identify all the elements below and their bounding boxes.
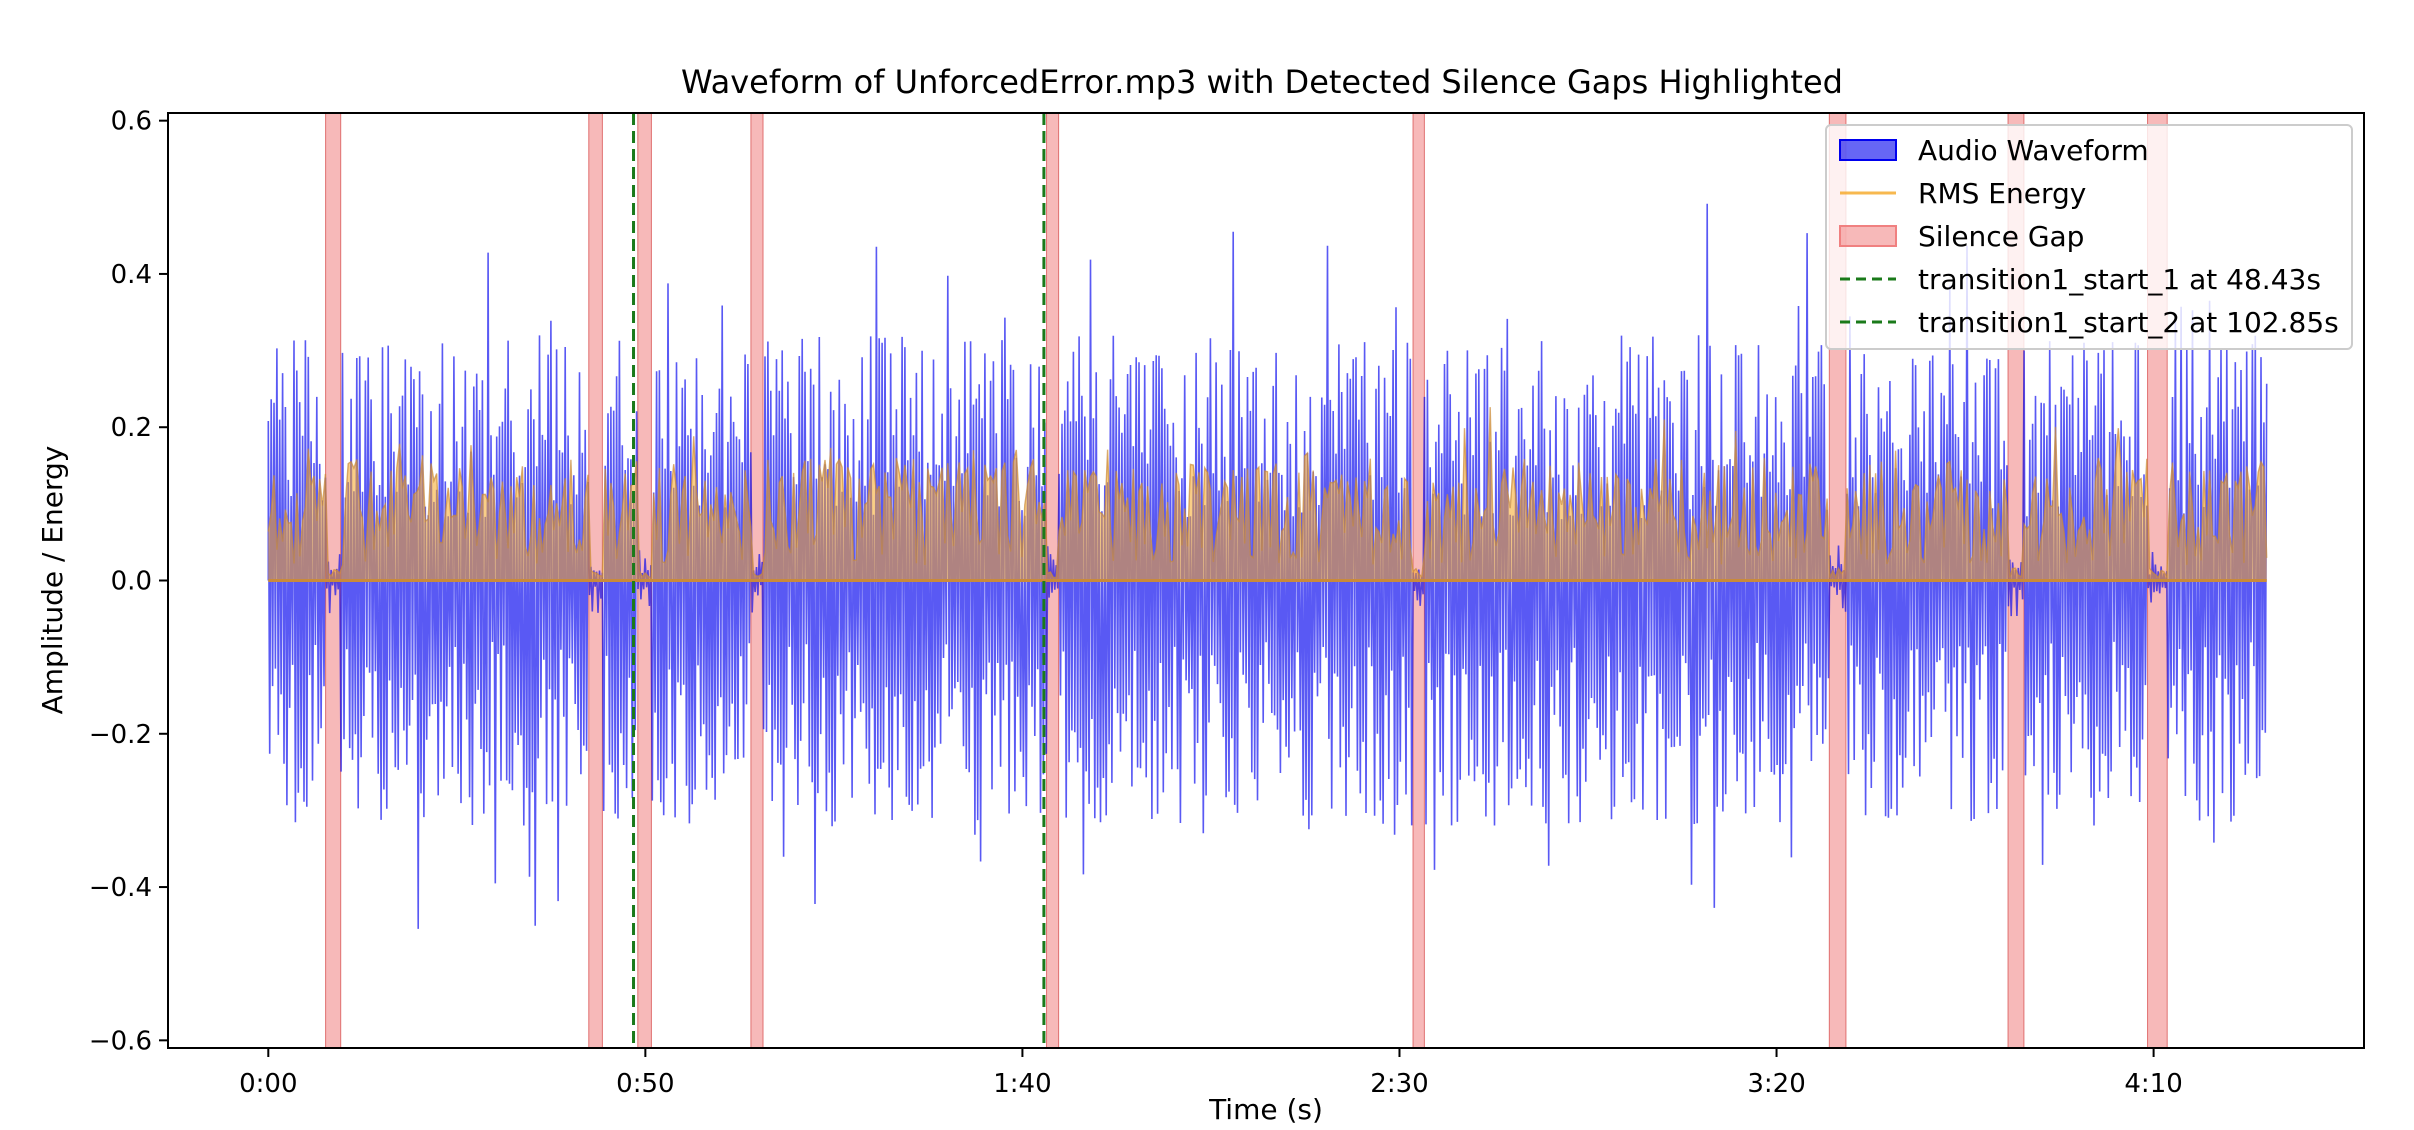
transition-lines-layer [632,113,1046,1048]
y-tick-label-0: 0.6 [111,107,152,137]
legend-label-1: RMS Energy [1918,177,2086,210]
y-tick-label-4: −0.2 [89,720,152,750]
legend-items: Audio Waveform RMS Energy Silence Gap trans… [1839,134,2339,339]
x-tick-label-4: 3:20 [1747,1069,1805,1099]
legend: Audio Waveform RMS Energy Silence Gap trans… [1825,124,2353,350]
legend-label-4: transition1_start_2 at 102.85s [1918,306,2339,339]
x-axis-ticks: 0:00 0:50 1:40 2:30 3:20 4:10 [239,1048,2183,1099]
legend-box [1825,124,2353,350]
rms-energy-line [267,407,2268,581]
y-tick-label-5: −0.4 [89,873,152,903]
chart-title: Waveform of UnforcedError.mp3 with Detec… [681,63,1843,101]
x-tick-label-2: 1:40 [993,1069,1051,1099]
legend-label-3: transition1_start_1 at 48.43s [1918,263,2321,296]
y-tick-label-1: 0.4 [111,260,152,290]
y-axis-label: Amplitude / Energy [36,446,69,715]
y-tick-label-6: −0.6 [89,1026,152,1056]
x-tick-label-1: 0:50 [616,1069,674,1099]
x-tick-label-5: 4:10 [2124,1069,2182,1099]
y-axis-ticks: 0.6 0.4 0.2 0.0 −0.2 −0.4 −0.6 [89,107,168,1056]
legend-label-2: Silence Gap [1918,220,2084,253]
legend-swatch-0 [1839,139,1897,161]
rms-energy-fill [268,407,2267,581]
legend-label-0: Audio Waveform [1918,134,2149,167]
legend-swatch-2 [1839,225,1897,247]
x-tick-label-3: 2:30 [1370,1069,1428,1099]
x-tick-label-0: 0:00 [239,1069,297,1099]
rms-energy-layer [267,407,2268,582]
y-tick-label-3: 0.0 [111,567,152,597]
x-axis-label: Time (s) [1208,1093,1323,1126]
y-tick-label-2: 0.2 [111,413,152,443]
